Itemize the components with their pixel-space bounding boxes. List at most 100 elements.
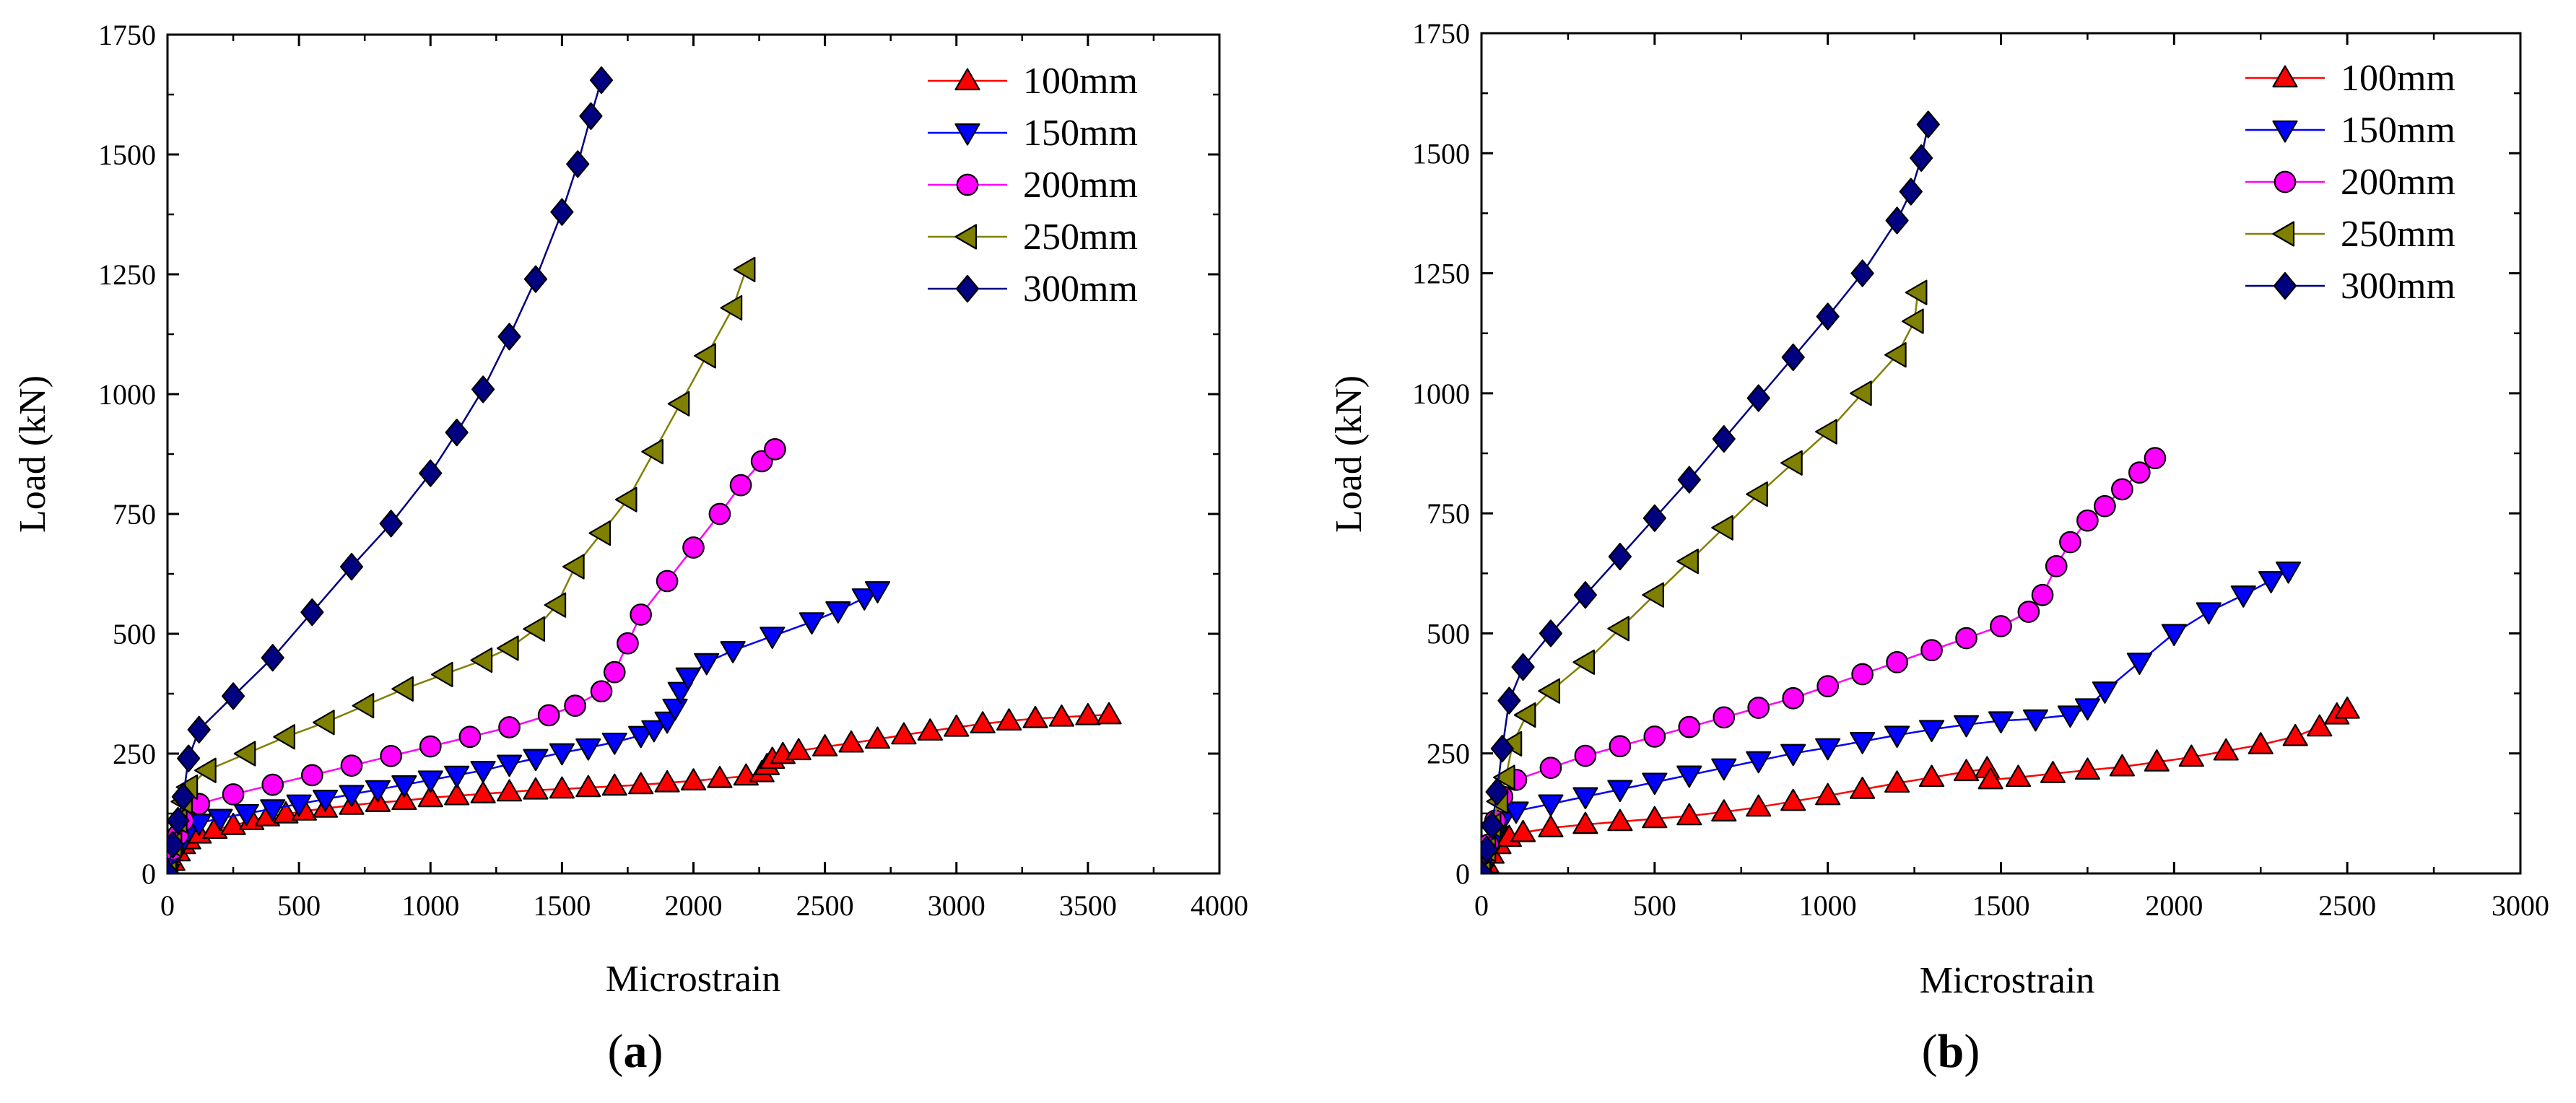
data-point-100mm [628, 772, 654, 795]
data-point-200mm [1539, 757, 1562, 780]
data-point-200mm [630, 603, 653, 626]
data-point-200mm [1816, 675, 1840, 697]
data-point-250mm [391, 676, 414, 702]
y-tick-label: 0 [1455, 858, 1470, 890]
data-point-100mm [444, 782, 470, 806]
data-point-300mm [1899, 178, 1923, 206]
series-line-150mm [1481, 570, 2289, 873]
ticks-b: 0 500 1000 1500 2000 2500 3000 0 250 500 750 1000 12… [1412, 17, 2549, 922]
data-point-200mm [2076, 509, 2099, 532]
data-point-100mm [391, 788, 417, 811]
data-point-100mm [1780, 788, 1806, 811]
data-point-100mm [2307, 714, 2333, 737]
data-point-200mm [603, 661, 626, 684]
x-tick-label: 1500 [1972, 889, 2030, 922]
data-point-200mm [708, 502, 731, 526]
data-point-100mm [1538, 815, 1564, 837]
data-point-150mm [2196, 602, 2222, 625]
data-point-150mm [1884, 725, 1910, 749]
data-point-150mm [417, 770, 443, 793]
data-point-300mm [1642, 504, 1666, 532]
data-point-300mm [300, 598, 324, 627]
data-point-100mm [1572, 811, 1598, 834]
data-point-200mm [2144, 447, 2167, 470]
data-point-300mm [589, 66, 614, 95]
ticks-a: 0 500 1000 1500 2000 2500 3000 3500 4000 0 250 500 7… [98, 19, 1248, 922]
data-point-300mm [1485, 777, 1509, 806]
data-point-300mm [1481, 835, 1499, 863]
data-point-200mm [1574, 744, 1597, 767]
data-point-100mm [707, 765, 733, 788]
data-point-150mm [1953, 715, 1980, 738]
legend-marker-200mm [2273, 170, 2297, 193]
data-point-200mm [2017, 601, 2040, 623]
x-tick-label: 1000 [401, 889, 459, 922]
x-tick-label: 3000 [928, 889, 985, 922]
data-point-200mm [458, 725, 482, 749]
data-point-200mm [1747, 697, 1770, 719]
data-point-300mm [471, 375, 495, 404]
data-point-250mm [430, 661, 453, 688]
data-point-100mm [2109, 754, 2135, 777]
x-tick-label: 0 [1474, 889, 1489, 922]
data-point-100mm [812, 734, 838, 757]
data-point-300mm [177, 744, 201, 772]
x-tick-label: 500 [1633, 889, 1676, 922]
data-point-150mm [720, 641, 746, 663]
data-point-300mm [379, 510, 403, 538]
data-point-150mm [799, 612, 825, 635]
data-point-150mm [549, 743, 575, 766]
series-a [167, 66, 1122, 873]
data-point-100mm [1850, 776, 1876, 799]
data-point-200mm [2059, 531, 2081, 554]
data-point-300mm [550, 198, 574, 226]
data-point-300mm [1712, 424, 1736, 453]
data-point-100mm [2144, 749, 2170, 772]
legend-label-300mm: 300mm [2341, 266, 2455, 307]
data-point-100mm [2074, 757, 2101, 780]
data-point-100mm [1746, 794, 1772, 817]
data-point-150mm [2057, 705, 2084, 728]
data-point-200mm [380, 744, 402, 767]
data-point-100mm [944, 714, 970, 737]
panel-label-a: (a) [608, 1025, 663, 1078]
y-tick-label: 250 [113, 738, 156, 770]
data-point-150mm [641, 720, 667, 743]
y-tick-label: 1750 [98, 19, 156, 51]
data-point-250mm [1901, 308, 1924, 334]
panel-label-b: (b) [1922, 1025, 1980, 1078]
data-point-100mm [1048, 704, 1075, 727]
data-point-200mm [419, 735, 442, 758]
data-point-300mm [1490, 734, 1514, 763]
data-point-100mm [680, 768, 707, 790]
data-point-250mm [273, 724, 296, 750]
x-tick-label: 3500 [1059, 889, 1117, 922]
data-point-200mm [2094, 494, 2116, 518]
x-tick-label: 2500 [796, 889, 854, 922]
data-point-150mm [2022, 709, 2049, 732]
data-point-150mm [1538, 794, 1564, 817]
data-point-200mm [2045, 554, 2068, 577]
data-point-150mm [1642, 772, 1668, 795]
legend-label-200mm: 200mm [2341, 162, 2455, 203]
data-point-200mm [300, 764, 323, 787]
data-point-150mm [523, 749, 549, 772]
data-point-300mm [1910, 144, 1933, 173]
data-point-300mm [1497, 686, 1521, 715]
data-point-200mm [590, 680, 613, 703]
legend-marker-300mm [955, 274, 980, 303]
data-point-300mm [167, 806, 190, 835]
data-point-150mm [851, 588, 877, 611]
data-point-100mm [654, 770, 680, 793]
x-tick-label: 1500 [533, 889, 591, 922]
legend-marker-200mm [956, 173, 979, 196]
data-point-150mm [2230, 585, 2256, 608]
data-point-300mm [261, 644, 284, 672]
data-point-250mm [194, 757, 217, 783]
data-point-300mm [167, 831, 185, 859]
data-point-150mm [207, 808, 233, 832]
data-point-250mm [312, 710, 335, 736]
data-point-250mm [544, 592, 567, 618]
data-point-250mm [1815, 419, 1837, 445]
data-point-300mm [497, 323, 521, 351]
